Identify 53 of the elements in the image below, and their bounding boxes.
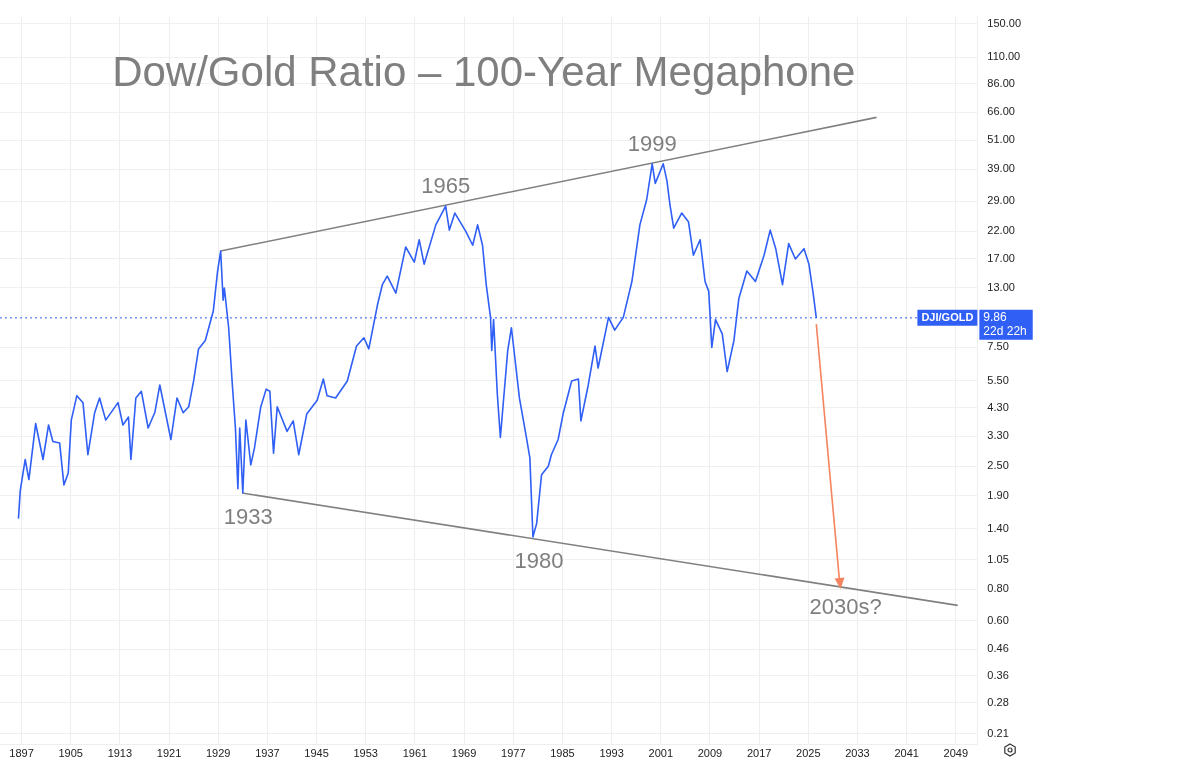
y-tick-label: 66.00 (987, 105, 1015, 118)
x-tick-label: 2025 (796, 747, 821, 760)
y-tick-label: 0.28 (987, 695, 1009, 708)
y-tick-label: 39.00 (987, 162, 1015, 175)
y-tick-label: 7.50 (987, 340, 1009, 353)
x-tick-label: 1953 (353, 747, 378, 760)
text: 22d 22h (983, 324, 1027, 339)
x-tick-label: 1961 (402, 747, 428, 760)
y-tick-label: 150.00 (987, 16, 1022, 29)
y-tick-label: 29.00 (987, 194, 1015, 207)
y-tick-label: 51.00 (987, 133, 1015, 146)
annotation: 1980 (514, 547, 564, 573)
annotation: 1933 (223, 504, 273, 530)
y-tick-label: 1.05 (987, 553, 1009, 566)
x-tick-label: 1977 (501, 747, 526, 760)
ref-line-label: DJI/GOLD (921, 310, 974, 323)
x-tick-label: 2009 (697, 747, 723, 760)
y-tick-label: 0.80 (987, 582, 1009, 595)
y-tick-label: 0.21 (987, 727, 1009, 740)
annotation: 1965 (421, 173, 471, 199)
x-tick-label: 2041 (894, 747, 919, 760)
x-tick-label: 1913 (107, 747, 133, 760)
y-tick-label: 13.00 (987, 281, 1015, 293)
x-tick-label: 2001 (648, 747, 674, 760)
x-tick-label: 1969 (451, 747, 477, 760)
x-tick-label: 2049 (943, 747, 969, 760)
x-tick-label: 1993 (599, 747, 624, 760)
y-tick-label: 5.50 (987, 374, 1009, 386)
y-tick-label: 1.90 (987, 488, 1009, 501)
y-tick-label: 17.00 (987, 252, 1015, 264)
annotation: 1999 (627, 130, 677, 156)
x-tick-label: 1921 (156, 747, 182, 760)
x-tick-label: 1897 (9, 747, 34, 760)
x-tick-label: 1937 (255, 747, 280, 760)
y-tick-label: 110.00 (987, 50, 1021, 63)
x-tick-label: 1985 (550, 747, 575, 760)
y-tick-label: 4.30 (987, 400, 1009, 413)
y-tick-label: 86.00 (987, 76, 1015, 89)
y-tick-label: 0.36 (987, 668, 1009, 681)
y-tick-label: 3.30 (987, 429, 1009, 442)
y-tick-label: 0.46 (987, 642, 1009, 655)
x-tick-label: 1929 (205, 747, 231, 760)
y-tick-label: 2.50 (987, 459, 1009, 472)
y-tick-label: 0.60 (987, 613, 1009, 626)
x-tick-label: 1945 (304, 747, 329, 760)
y-tick-label: 22.00 (987, 224, 1015, 237)
text: 9.86 (983, 310, 1008, 325)
annotation: 2030s? (809, 593, 882, 619)
y-tick-label: 1.40 (987, 521, 1009, 534)
x-tick-label: 2033 (845, 747, 870, 760)
x-tick-label: 2017 (746, 747, 772, 760)
x-tick-label: 1905 (58, 747, 83, 760)
text: Dow/Gold Ratio – 100-Year Megaphone (112, 48, 856, 96)
